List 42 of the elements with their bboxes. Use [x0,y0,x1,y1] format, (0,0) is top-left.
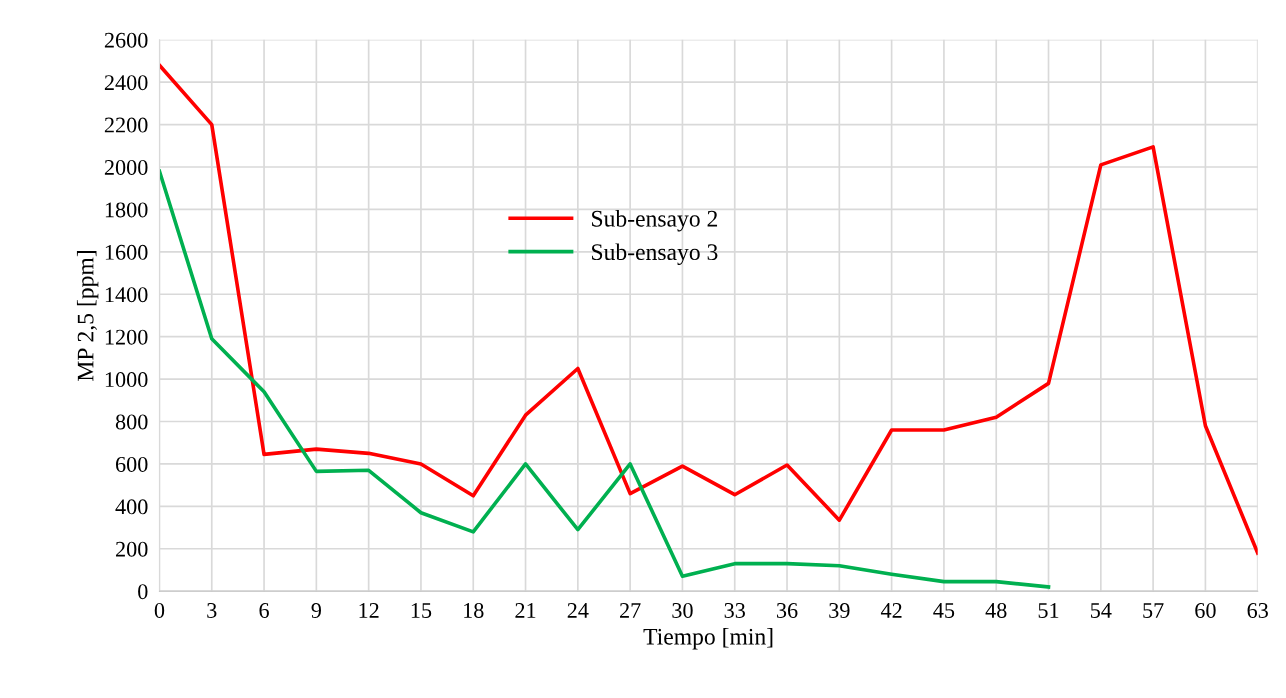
legend-label: Sub-ensayo 3 [592,243,718,265]
x-tick-label: 51 [1038,603,1059,618]
x-tick-label: 33 [724,603,745,618]
line-series [159,63,1258,555]
y-tick-label: 2200 [104,117,148,133]
x-tick-label: 3 [207,603,217,618]
x-tick-label: 15 [411,603,432,618]
y-tick-label: 200 [116,541,148,557]
y-tick-label: 0 [138,584,148,600]
y-tick-label: 1800 [105,202,148,218]
y-tick-label: 2600 [104,32,148,48]
y-tick-label: 400 [115,499,148,515]
y-tick-label: 1600 [105,244,148,260]
y-axis-title: MP 2,5 [ppm] [76,251,99,381]
x-tick-label: 9 [311,603,321,618]
x-tick-label: 24 [567,603,589,618]
y-tick-label: 1000 [105,372,148,388]
x-tick-label: 54 [1091,603,1112,618]
x-tick-label: 60 [1195,602,1216,618]
x-tick-label: 6 [259,603,269,618]
legend-label: Sub-ensayo 2 [592,210,718,232]
y-tick-label: 1400 [105,287,148,303]
y-tick-label: 1200 [105,329,148,345]
x-tick-label: 63 [1247,603,1268,618]
x-tick-label: 18 [464,602,484,618]
x-tick-label: 0 [154,602,165,618]
x-tick-label: 42 [880,603,902,618]
x-tick-label: 57 [1143,603,1164,618]
y-tick-label: 600 [115,456,148,472]
x-axis-title: Tiempo [min] [643,628,773,650]
x-tick-label: 30 [672,602,693,618]
x-tick-label: 39 [829,603,850,618]
x-tick-label: 45 [933,603,955,618]
x-tick-label: 27 [620,603,641,618]
y-tick-label: 800 [115,414,148,430]
line-series [159,169,1051,589]
y-tick-label: 2000 [104,159,148,175]
x-tick-label: 36 [776,603,798,618]
x-tick-label: 12 [359,603,379,618]
x-tick-label: 21 [515,603,536,618]
x-tick-label: 48 [985,602,1007,618]
y-tick-label: 2400 [104,75,148,91]
